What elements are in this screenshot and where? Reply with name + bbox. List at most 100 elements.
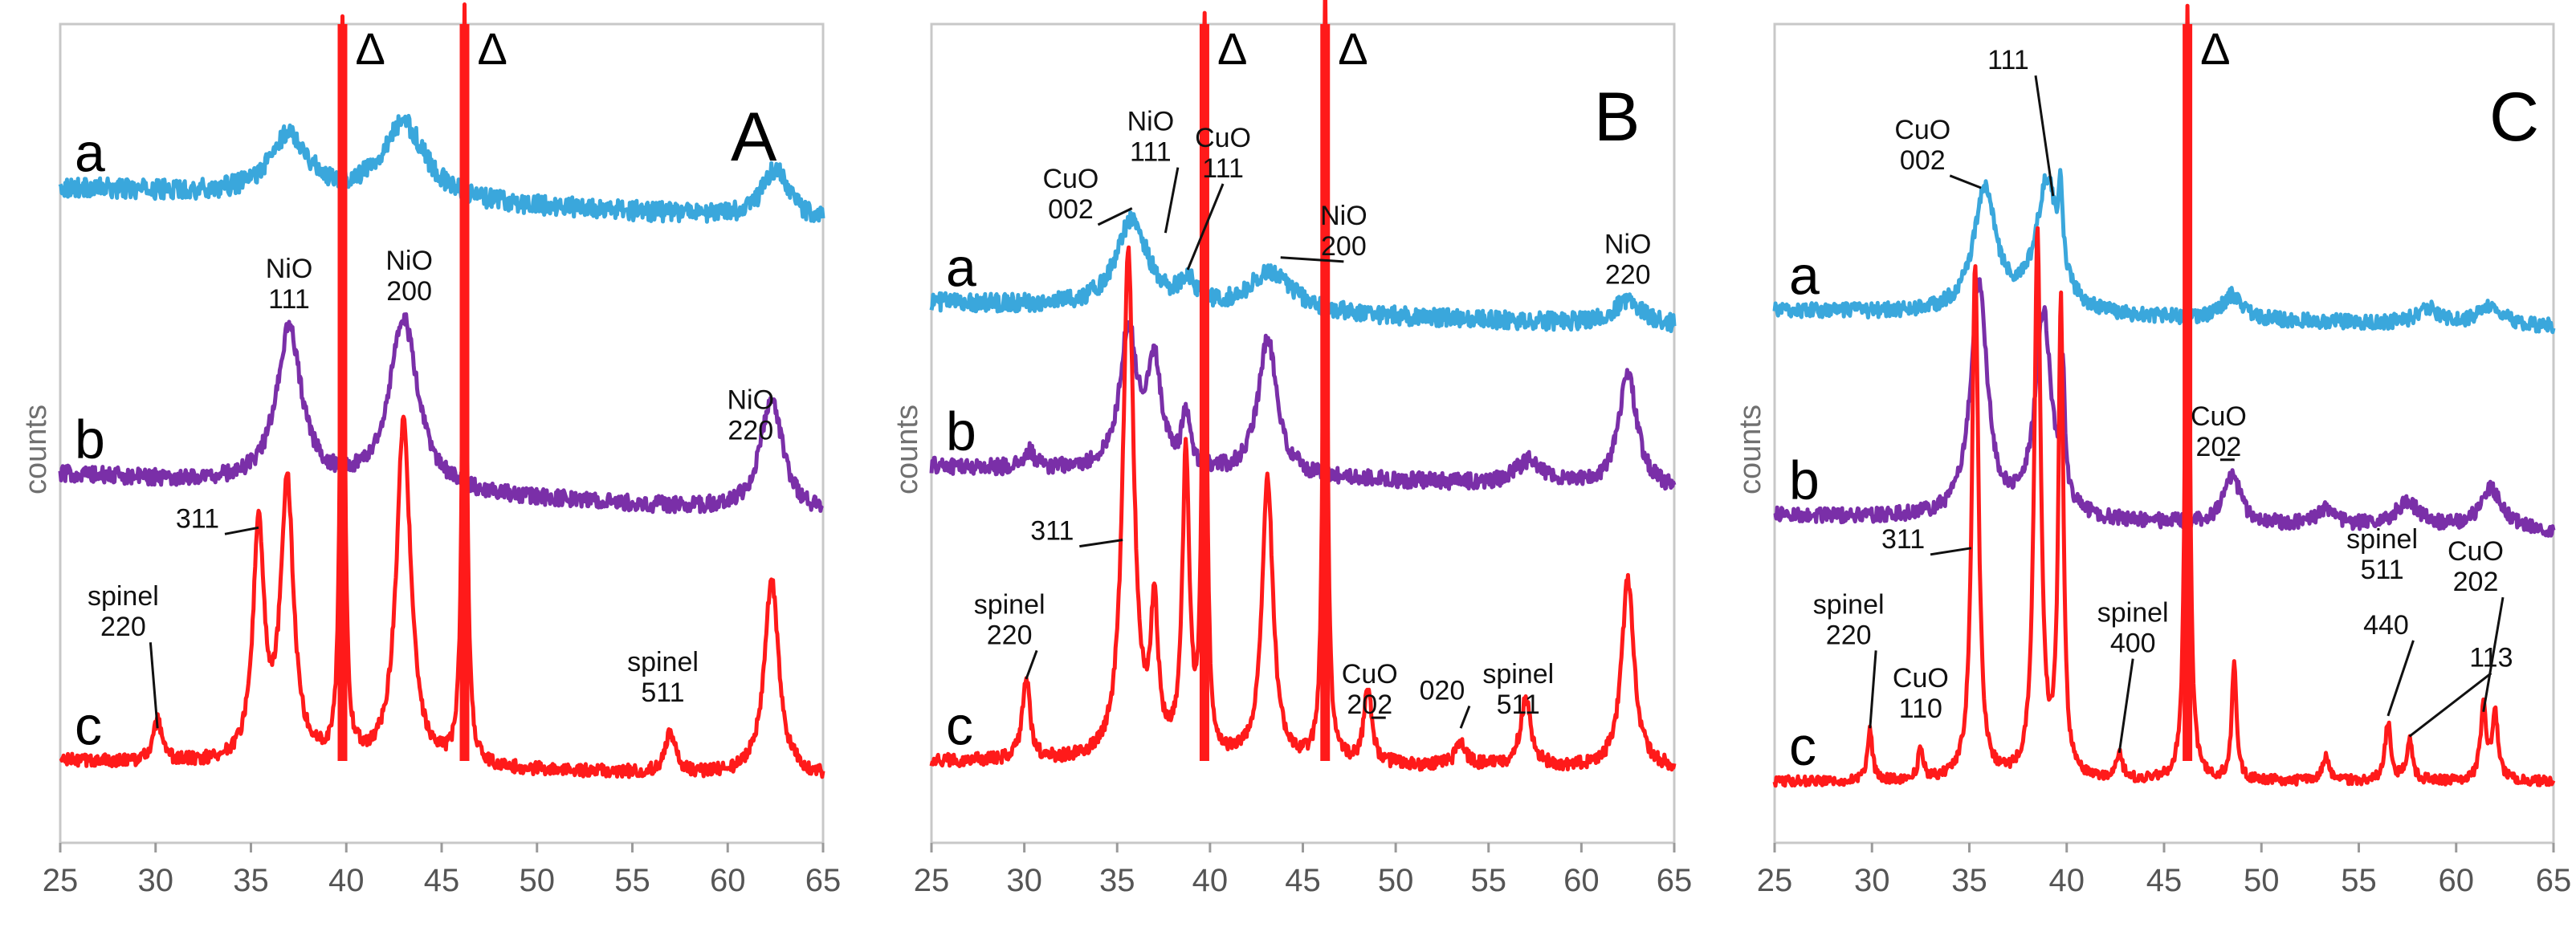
series-a-line bbox=[58, 113, 825, 224]
peak-annotation: 202 bbox=[1347, 690, 1392, 720]
series-b-label: b bbox=[946, 401, 976, 462]
y-axis-label: counts bbox=[1734, 405, 1767, 494]
peak-annotation: 111 bbox=[1130, 137, 1172, 168]
annotation-leader bbox=[1097, 207, 1133, 226]
panel-frame bbox=[59, 22, 825, 844]
panel-frame bbox=[1773, 22, 2555, 844]
x-tick-label: 40 bbox=[1192, 863, 1229, 898]
panel-letter: A bbox=[731, 99, 777, 176]
x-tick-label: 60 bbox=[710, 863, 746, 898]
peak-annotation: 400 bbox=[2110, 629, 2156, 659]
peak-annotation: 220 bbox=[728, 415, 773, 445]
peak-annotation: CuO bbox=[1042, 164, 1098, 194]
x-tick-label: 55 bbox=[614, 863, 650, 898]
x-tick-label: 30 bbox=[1854, 863, 1890, 898]
peak-annotation: NiO bbox=[1127, 107, 1175, 137]
panel-frame bbox=[930, 22, 1676, 844]
peak-annotation: CuO bbox=[1195, 123, 1251, 153]
peak-annotation: 111 bbox=[268, 284, 310, 315]
annotation-leader bbox=[2482, 596, 2505, 713]
x-tick-label: 45 bbox=[2146, 863, 2183, 898]
peak-annotation: CuO bbox=[1894, 115, 1950, 145]
peak-annotation: NiO bbox=[727, 384, 774, 415]
x-tick-label: 25 bbox=[1757, 863, 1793, 898]
x-tick-label: 50 bbox=[1378, 863, 1414, 898]
delta-label: Δ bbox=[2200, 23, 2230, 74]
x-tick-label: 45 bbox=[1285, 863, 1321, 898]
series-c-line bbox=[59, 2, 825, 779]
peak-annotation: CuO bbox=[2191, 401, 2247, 432]
x-tick-label: 25 bbox=[43, 863, 79, 898]
delta-label: Δ bbox=[356, 23, 385, 74]
x-tick-label: 40 bbox=[328, 863, 365, 898]
peak-annotation: 110 bbox=[1899, 694, 1942, 724]
x-tick-label: 50 bbox=[520, 863, 556, 898]
panel-letter: B bbox=[1594, 79, 1640, 156]
peak-annotation: CuO bbox=[1893, 663, 1949, 694]
series-b-label: b bbox=[75, 409, 105, 470]
peak-annotation: spinel bbox=[2097, 598, 2169, 629]
peak-annotation: spinel bbox=[627, 647, 699, 677]
peak-annotation: 311 bbox=[1030, 516, 1074, 547]
x-tick-label: 35 bbox=[233, 863, 269, 898]
peak-annotation: 511 bbox=[2360, 555, 2403, 585]
peak-annotation: 440 bbox=[2363, 610, 2409, 641]
y-axis-label: counts bbox=[19, 405, 53, 494]
series-c-line bbox=[929, 0, 1677, 772]
peak-annotation: NiO bbox=[385, 246, 433, 276]
peak-annotation: 002 bbox=[1900, 145, 1946, 176]
delta-label: Δ bbox=[1338, 23, 1367, 74]
x-tick-label: 60 bbox=[2439, 863, 2475, 898]
x-tick-label: 65 bbox=[1657, 863, 1693, 898]
series-b-line bbox=[58, 312, 825, 515]
peak-annotation: 311 bbox=[1881, 524, 1925, 555]
x-tick-label: 65 bbox=[805, 863, 842, 898]
series-c-label: c bbox=[1789, 716, 1816, 777]
peak-annotation: 220 bbox=[1826, 620, 1872, 650]
series-a-label: a bbox=[1789, 246, 1820, 307]
annotation-leader bbox=[1930, 547, 1972, 556]
x-tick-label: 65 bbox=[2536, 863, 2572, 898]
peak-annotation: 511 bbox=[1497, 690, 1540, 720]
x-tick-label: 55 bbox=[2341, 863, 2377, 898]
series-c-line bbox=[1772, 3, 2556, 788]
x-tick-label: 35 bbox=[1951, 863, 1987, 898]
annotation-leader bbox=[2386, 640, 2415, 717]
series-a-label: a bbox=[946, 237, 976, 298]
series-c-label: c bbox=[946, 696, 973, 757]
peak-annotation: CuO bbox=[1342, 659, 1398, 690]
x-tick-label: 45 bbox=[424, 863, 460, 898]
peak-annotation: spinel bbox=[1813, 589, 1885, 620]
delta-label: Δ bbox=[1217, 23, 1247, 74]
annotation-leader bbox=[1164, 167, 1180, 234]
annotation-leader bbox=[149, 642, 159, 729]
series-a-line bbox=[1772, 168, 2556, 335]
peak-annotation: spinel bbox=[974, 589, 1045, 620]
peak-annotation: 202 bbox=[2453, 567, 2499, 597]
annotation-leader bbox=[1186, 183, 1225, 271]
series-b-line bbox=[929, 319, 1677, 491]
annotation-leader bbox=[2034, 75, 2055, 197]
peak-annotation: NiO bbox=[1604, 230, 1652, 260]
x-tick-label: 35 bbox=[1099, 863, 1135, 898]
peak-annotation: 200 bbox=[386, 276, 432, 307]
peak-annotation: spinel bbox=[1482, 659, 1554, 690]
x-tick-label: 40 bbox=[2049, 863, 2085, 898]
series-b-label: b bbox=[1789, 450, 1820, 511]
peak-annotation: NiO bbox=[266, 254, 313, 284]
x-tick-label: 30 bbox=[1006, 863, 1042, 898]
peak-annotation: 202 bbox=[2196, 432, 2242, 462]
peak-annotation: CuO bbox=[2448, 536, 2504, 567]
x-tick-label: 30 bbox=[138, 863, 174, 898]
x-tick-label: 50 bbox=[2244, 863, 2280, 898]
peak-annotation: 220 bbox=[100, 612, 146, 642]
annotation-leader bbox=[224, 526, 259, 535]
delta-label: Δ bbox=[478, 23, 507, 74]
peak-annotation: 511 bbox=[641, 677, 684, 708]
annotation-leader bbox=[1025, 649, 1038, 680]
annotation-leader bbox=[1869, 650, 1877, 729]
y-axis-label: counts bbox=[891, 405, 924, 494]
annotation-leader bbox=[1949, 174, 1982, 189]
